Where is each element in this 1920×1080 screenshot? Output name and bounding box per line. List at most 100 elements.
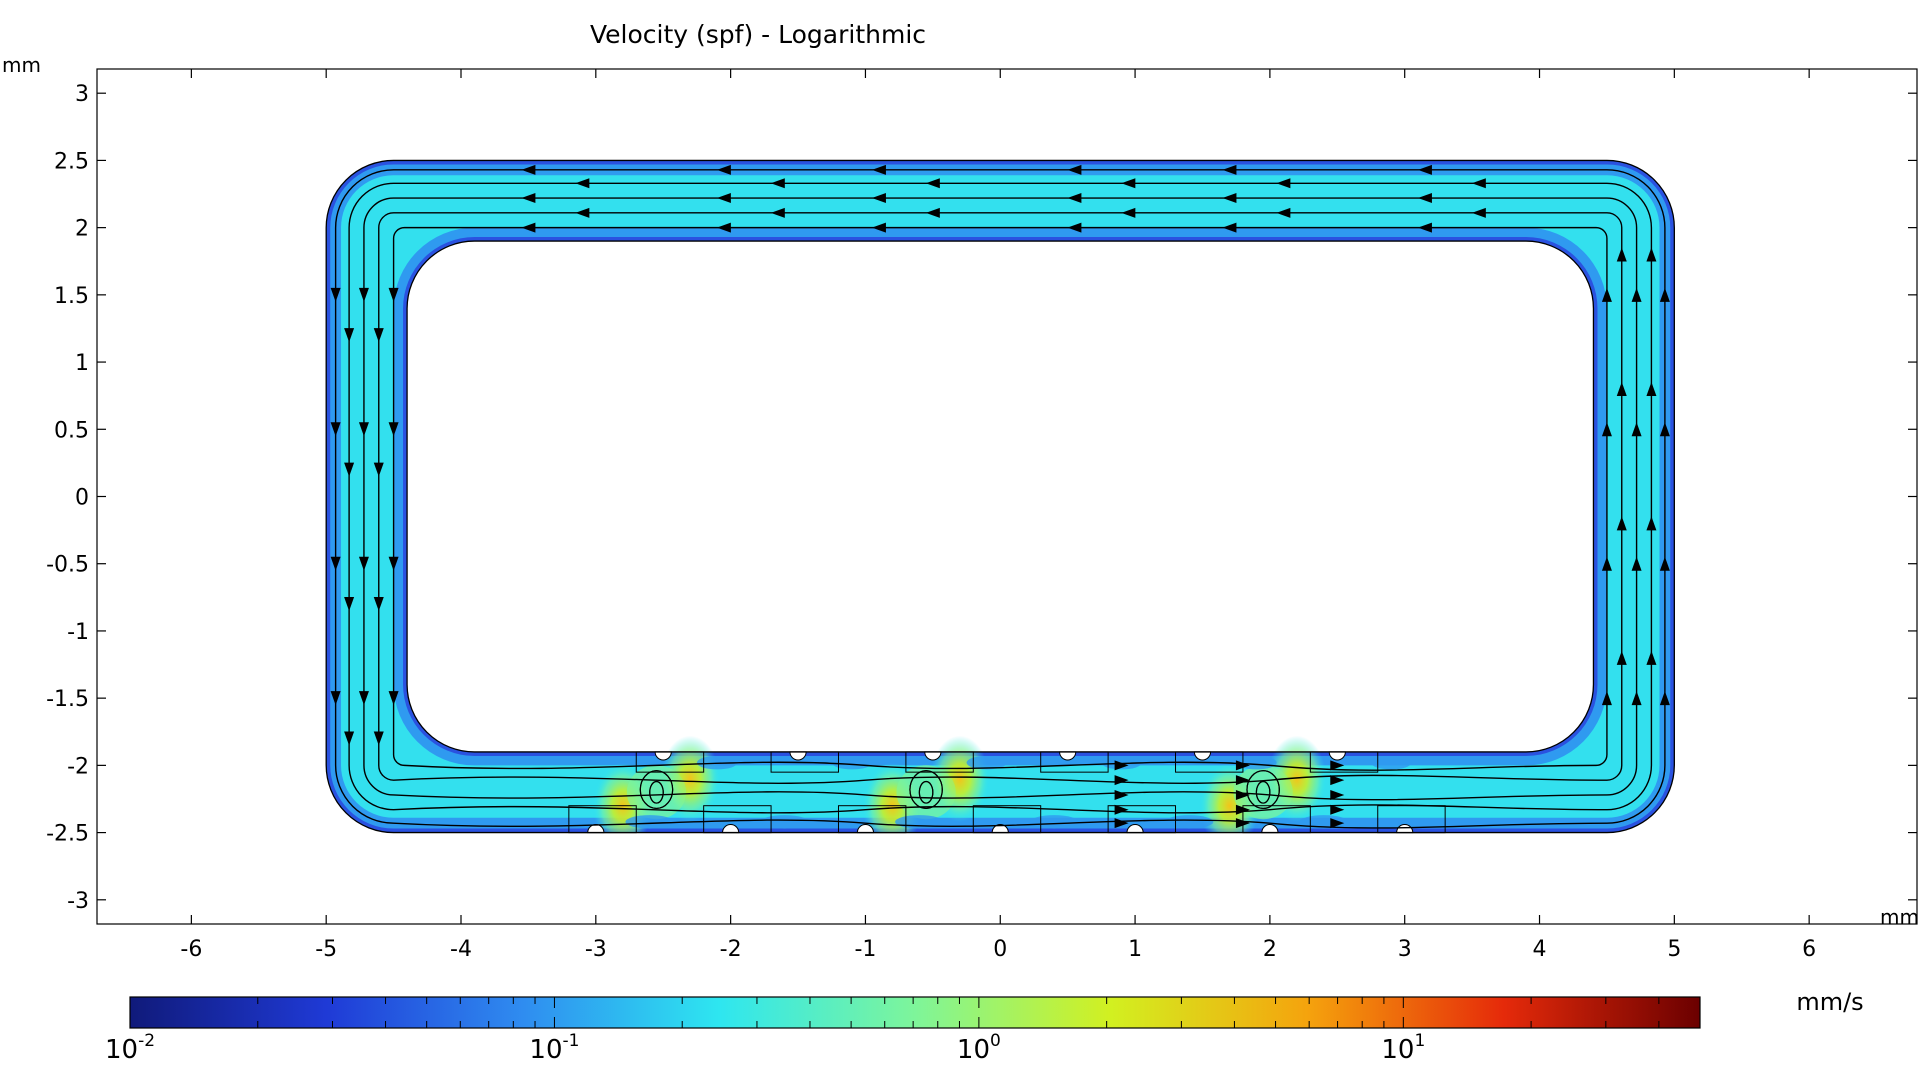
y-tick-label: 1.5	[54, 284, 89, 309]
flow-arrow	[388, 422, 399, 437]
flow-arrow	[1222, 222, 1237, 233]
flow-arrow	[358, 691, 369, 706]
flow-arrow	[344, 328, 355, 343]
flow-arrow	[373, 328, 384, 343]
notch-top	[789, 751, 807, 761]
notch-bottom	[856, 824, 875, 834]
colorbar: 10-2 10-1 100 101 mm/s	[105, 988, 1864, 1065]
flow-arrow	[925, 178, 940, 189]
flow-arrow	[1067, 222, 1082, 233]
flow-arrow	[1646, 516, 1657, 531]
flow-arrow	[1631, 691, 1642, 706]
flow-arrow	[1417, 222, 1432, 233]
velocity-hotspot	[1267, 735, 1327, 822]
flow-arrow	[1659, 422, 1670, 437]
velocity-hotspot-halo	[896, 765, 956, 820]
flow-arrow	[1616, 381, 1627, 396]
x-tick-label: 1	[1128, 937, 1142, 962]
flow-arrow	[1601, 287, 1612, 302]
x-tick-label: 2	[1263, 937, 1277, 962]
flow-arrow	[1601, 556, 1612, 571]
notch-bottom	[722, 824, 740, 834]
flow-arrow	[1330, 804, 1345, 815]
flow-arrow	[1114, 804, 1129, 815]
y-tick-label: 2.5	[54, 149, 89, 174]
slow-pocket	[1164, 815, 1214, 829]
channel-features	[568, 751, 1446, 834]
notch-top	[924, 751, 942, 761]
colorbar-tick-label: 100	[957, 1031, 1001, 1065]
y-tick-label: -0.5	[46, 553, 89, 578]
flow-arrow	[1631, 422, 1642, 437]
flow-arrow	[1330, 789, 1345, 800]
flow-arrow	[1417, 193, 1432, 204]
flow-arrow	[521, 193, 536, 204]
flow-arrow	[388, 556, 399, 571]
inner-hole	[407, 241, 1594, 752]
x-tick-label: -1	[854, 937, 876, 962]
vortex-streamline	[639, 770, 674, 810]
flow-arrow	[388, 691, 399, 706]
colorbar-unit: mm/s	[1796, 988, 1863, 1016]
y-tick-label: -2.5	[46, 822, 89, 847]
x-tick-label: -6	[180, 937, 202, 962]
flow-arrow	[770, 178, 785, 189]
flow-arrow	[330, 287, 341, 302]
colorbar-minor-ticks	[129, 997, 1701, 1028]
flow-arrow	[1646, 381, 1657, 396]
vortex-streamline	[649, 780, 664, 804]
flow-arrow	[1235, 760, 1250, 771]
flow-arrow	[358, 287, 369, 302]
slow-pocket	[625, 815, 675, 829]
flow-arrow	[1330, 760, 1345, 771]
flow-arrow	[1330, 775, 1345, 786]
notch-top	[1059, 751, 1077, 761]
vortex-streamline	[918, 780, 934, 804]
flow-arrow	[770, 207, 785, 218]
flow-arrow	[1659, 287, 1670, 302]
y-axis-unit: mm	[2, 53, 41, 77]
flow-arrow	[1276, 178, 1291, 189]
slow-pocket	[1029, 815, 1079, 829]
velocity-hotspot	[930, 735, 990, 822]
flow-arrow	[716, 222, 731, 233]
x-tick-label: 4	[1533, 937, 1547, 962]
flow-arrow	[373, 462, 384, 477]
colorbar-tick-label: 101	[1381, 1031, 1425, 1065]
chart-title: Velocity (spf) - Logarithmic	[590, 20, 926, 49]
x-axis-unit: mm	[1880, 905, 1919, 929]
notch-top	[654, 751, 672, 761]
slow-pocket	[831, 755, 873, 770]
y-tick-label: 2	[75, 217, 89, 242]
streamline	[378, 212, 1623, 784]
y-tick-label: -2	[67, 754, 89, 779]
x-tick-label: 5	[1667, 937, 1681, 962]
flow-arrow	[1616, 247, 1627, 262]
y-tick-label: -3	[67, 889, 89, 914]
flow-arrow	[1330, 818, 1345, 829]
flow-arrow	[373, 731, 384, 746]
y-tick-label: -1.5	[46, 687, 89, 712]
slow-pocket	[1371, 755, 1412, 770]
flow-arrow	[521, 222, 536, 233]
velocity-hotspot	[1199, 762, 1260, 833]
vortex-streamline	[1246, 770, 1280, 810]
flow-arrow	[716, 193, 731, 204]
flow-arrow	[871, 222, 886, 233]
flow-arrow	[1114, 818, 1129, 829]
slow-pocket	[966, 755, 1007, 770]
x-tick-label: 0	[993, 937, 1007, 962]
streamline	[363, 197, 1638, 801]
flow-arrow	[1471, 207, 1486, 218]
flow-arrow	[1121, 207, 1136, 218]
streamline	[334, 169, 1666, 829]
flow-arrow	[1276, 207, 1291, 218]
velocity-hotspot	[660, 735, 720, 822]
flow-arrow	[1601, 691, 1612, 706]
colorbar-tick-label: 10-1	[529, 1031, 579, 1065]
flow-arrow	[1471, 178, 1486, 189]
y-tick-label: -1	[67, 620, 89, 645]
y-tick-label: 3	[75, 82, 89, 107]
streamline	[392, 226, 1608, 771]
streamline	[348, 182, 1653, 814]
